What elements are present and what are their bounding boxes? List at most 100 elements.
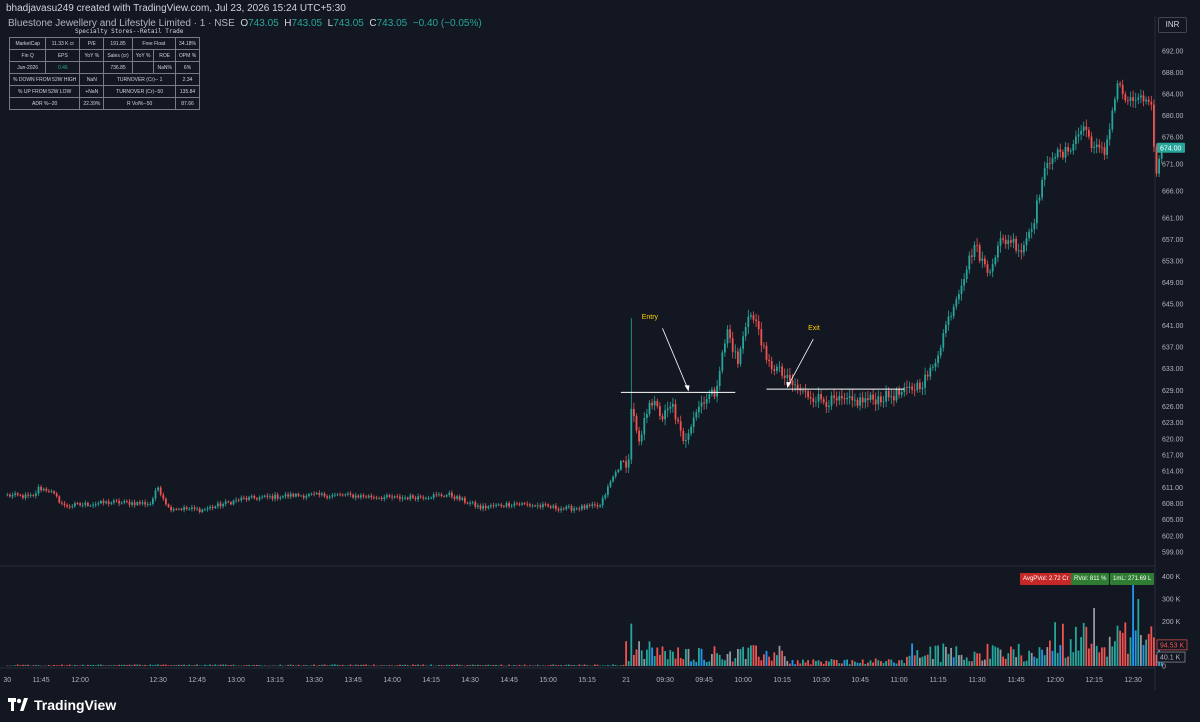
price-chart[interactable]: Entry Exit 692.00 688.00 684.00 680.00 676.00…: [0, 0, 1200, 690]
currency-button[interactable]: INR: [1158, 17, 1187, 33]
candle-body: [1080, 130, 1082, 135]
volume-bar: [518, 664, 521, 666]
candle-body: [66, 504, 68, 507]
candle-body: [562, 508, 565, 510]
candle-body: [950, 316, 952, 318]
volume-bar: [911, 643, 913, 666]
candle-body: [14, 493, 16, 496]
time-axis[interactable]: 30 11:45 12:00 12:30 12:45 13:00 13:15 13:30 13:…: [3, 677, 1142, 684]
candle-body: [968, 255, 971, 270]
volume-bar: [1127, 653, 1129, 666]
volume-bar: [591, 665, 594, 667]
volume-bar: [1030, 652, 1033, 666]
candles: [6, 79, 1163, 514]
candle-body: [809, 397, 812, 399]
candle-body: [770, 361, 773, 370]
candle-body: [958, 294, 960, 300]
candle-body: [1114, 99, 1116, 111]
close-value: 743.05: [376, 18, 408, 29]
volume-bar: [770, 660, 773, 666]
volume-bar: [921, 656, 924, 666]
volume-bar: [1101, 647, 1103, 666]
candle-body: [536, 505, 539, 507]
candle-body: [375, 497, 378, 499]
volume-bar: [1103, 647, 1106, 666]
volume-bar: [131, 665, 133, 666]
volume-bar: [1093, 607, 1095, 666]
candle-body: [882, 401, 885, 403]
volume-bar: [1020, 655, 1023, 666]
volume-bar: [354, 664, 357, 666]
candle-body: [916, 382, 919, 391]
tradingview-logo[interactable]: TradingView: [8, 697, 116, 713]
candle-body: [825, 402, 828, 407]
volume-bar: [209, 664, 211, 666]
candle-body: [1134, 99, 1137, 101]
candle-body: [692, 417, 695, 427]
volume-bar: [1025, 660, 1028, 666]
volume-bar: [908, 655, 911, 666]
candle-body: [526, 503, 529, 505]
volume-bar: [1153, 637, 1155, 666]
candle-body: [279, 497, 282, 499]
candle-body: [32, 495, 35, 497]
price-tick-label: 641.00: [1162, 323, 1184, 330]
price-tick-label: 611.00: [1162, 485, 1183, 492]
candle-body: [68, 506, 71, 508]
candle-body: [414, 497, 417, 500]
volume-bar: [960, 654, 963, 666]
price-tick-label: 637.00: [1162, 345, 1184, 352]
volume-bar: [1150, 626, 1153, 666]
volume-bar: [321, 664, 323, 666]
volume-bar: [445, 664, 448, 666]
volume-bar: [279, 664, 282, 666]
volume-bar: [136, 664, 139, 666]
volume-bar: [427, 665, 430, 667]
volume-tick-label: 300 K: [1162, 597, 1181, 604]
volume-bar: [765, 650, 768, 666]
candle-body: [178, 508, 180, 510]
volume-bar: [638, 641, 640, 666]
candle-body: [152, 498, 154, 504]
candle-body: [893, 396, 895, 401]
volume-bar: [526, 665, 529, 667]
candle-body: [263, 495, 266, 497]
last-price-marker: [1157, 142, 1185, 153]
candle-body: [206, 508, 209, 510]
volume-bar: [1067, 656, 1069, 666]
candle-body: [1067, 147, 1069, 152]
volume-bar: [796, 660, 799, 666]
candle-body: [674, 404, 677, 420]
candle-body: [310, 493, 313, 495]
volume-bar: [37, 665, 40, 666]
volume-bar: [16, 664, 19, 666]
candle-body: [1054, 157, 1056, 159]
time-tick-label: 14:45: [500, 677, 518, 684]
volume-bar: [817, 660, 820, 666]
volume-bar: [656, 647, 659, 666]
candle-body: [497, 504, 500, 506]
price-axis[interactable]: 692.00 688.00 684.00 680.00 676.00 671.00 666.…: [1157, 48, 1185, 556]
volume-bar: [178, 664, 180, 666]
candle-body: [243, 497, 245, 499]
candle-body: [822, 399, 825, 403]
price-tick-label: 645.00: [1162, 302, 1184, 309]
volume-bar: [35, 665, 37, 666]
candle-body: [1147, 99, 1150, 102]
volume-bar: [89, 665, 92, 666]
volume-bar: [162, 664, 165, 666]
candle-body: [110, 502, 113, 504]
volume-bar: [963, 659, 965, 666]
volume-bar: [1082, 623, 1085, 666]
volume-bar: [170, 665, 172, 666]
volume-bar: [542, 665, 544, 666]
volume-bar: [1111, 646, 1114, 666]
volume-bar: [323, 664, 326, 666]
candle-body: [812, 398, 815, 402]
volume-bar: [737, 648, 739, 666]
fund-cell: ROE: [153, 49, 176, 62]
symbol-name[interactable]: Bluestone Jewellery and Lifestyle Limite…: [8, 18, 235, 29]
time-tick-label: 14:00: [383, 677, 401, 684]
volume-bar: [575, 665, 578, 666]
